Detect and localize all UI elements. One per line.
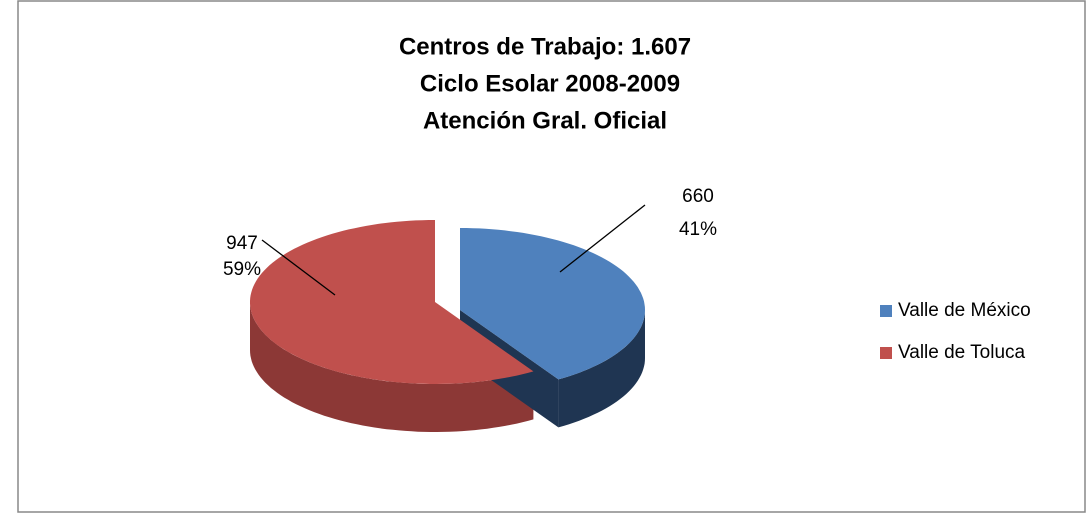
legend-label: Valle de México: [898, 300, 1031, 321]
chart-title: Ciclo Esolar 2008-2009: [420, 70, 680, 97]
pie-slice: [460, 228, 645, 380]
legend-label: Valle de Toluca: [898, 342, 1026, 363]
slice-side: [250, 302, 534, 432]
data-label: 947: [226, 233, 258, 254]
leader-line: [261, 239, 336, 296]
chart-title: Centros de Trabajo: 1.607: [399, 33, 691, 60]
data-label: 41%: [679, 219, 717, 240]
legend-swatch: [880, 347, 892, 359]
slice-side: [558, 310, 645, 428]
data-label: 660: [682, 186, 714, 207]
pie-slice: [250, 220, 534, 384]
chart-title: Atención Gral. Oficial: [423, 107, 667, 134]
data-label: 59%: [223, 259, 261, 280]
leader-line: [559, 204, 646, 273]
legend-swatch: [880, 305, 892, 317]
